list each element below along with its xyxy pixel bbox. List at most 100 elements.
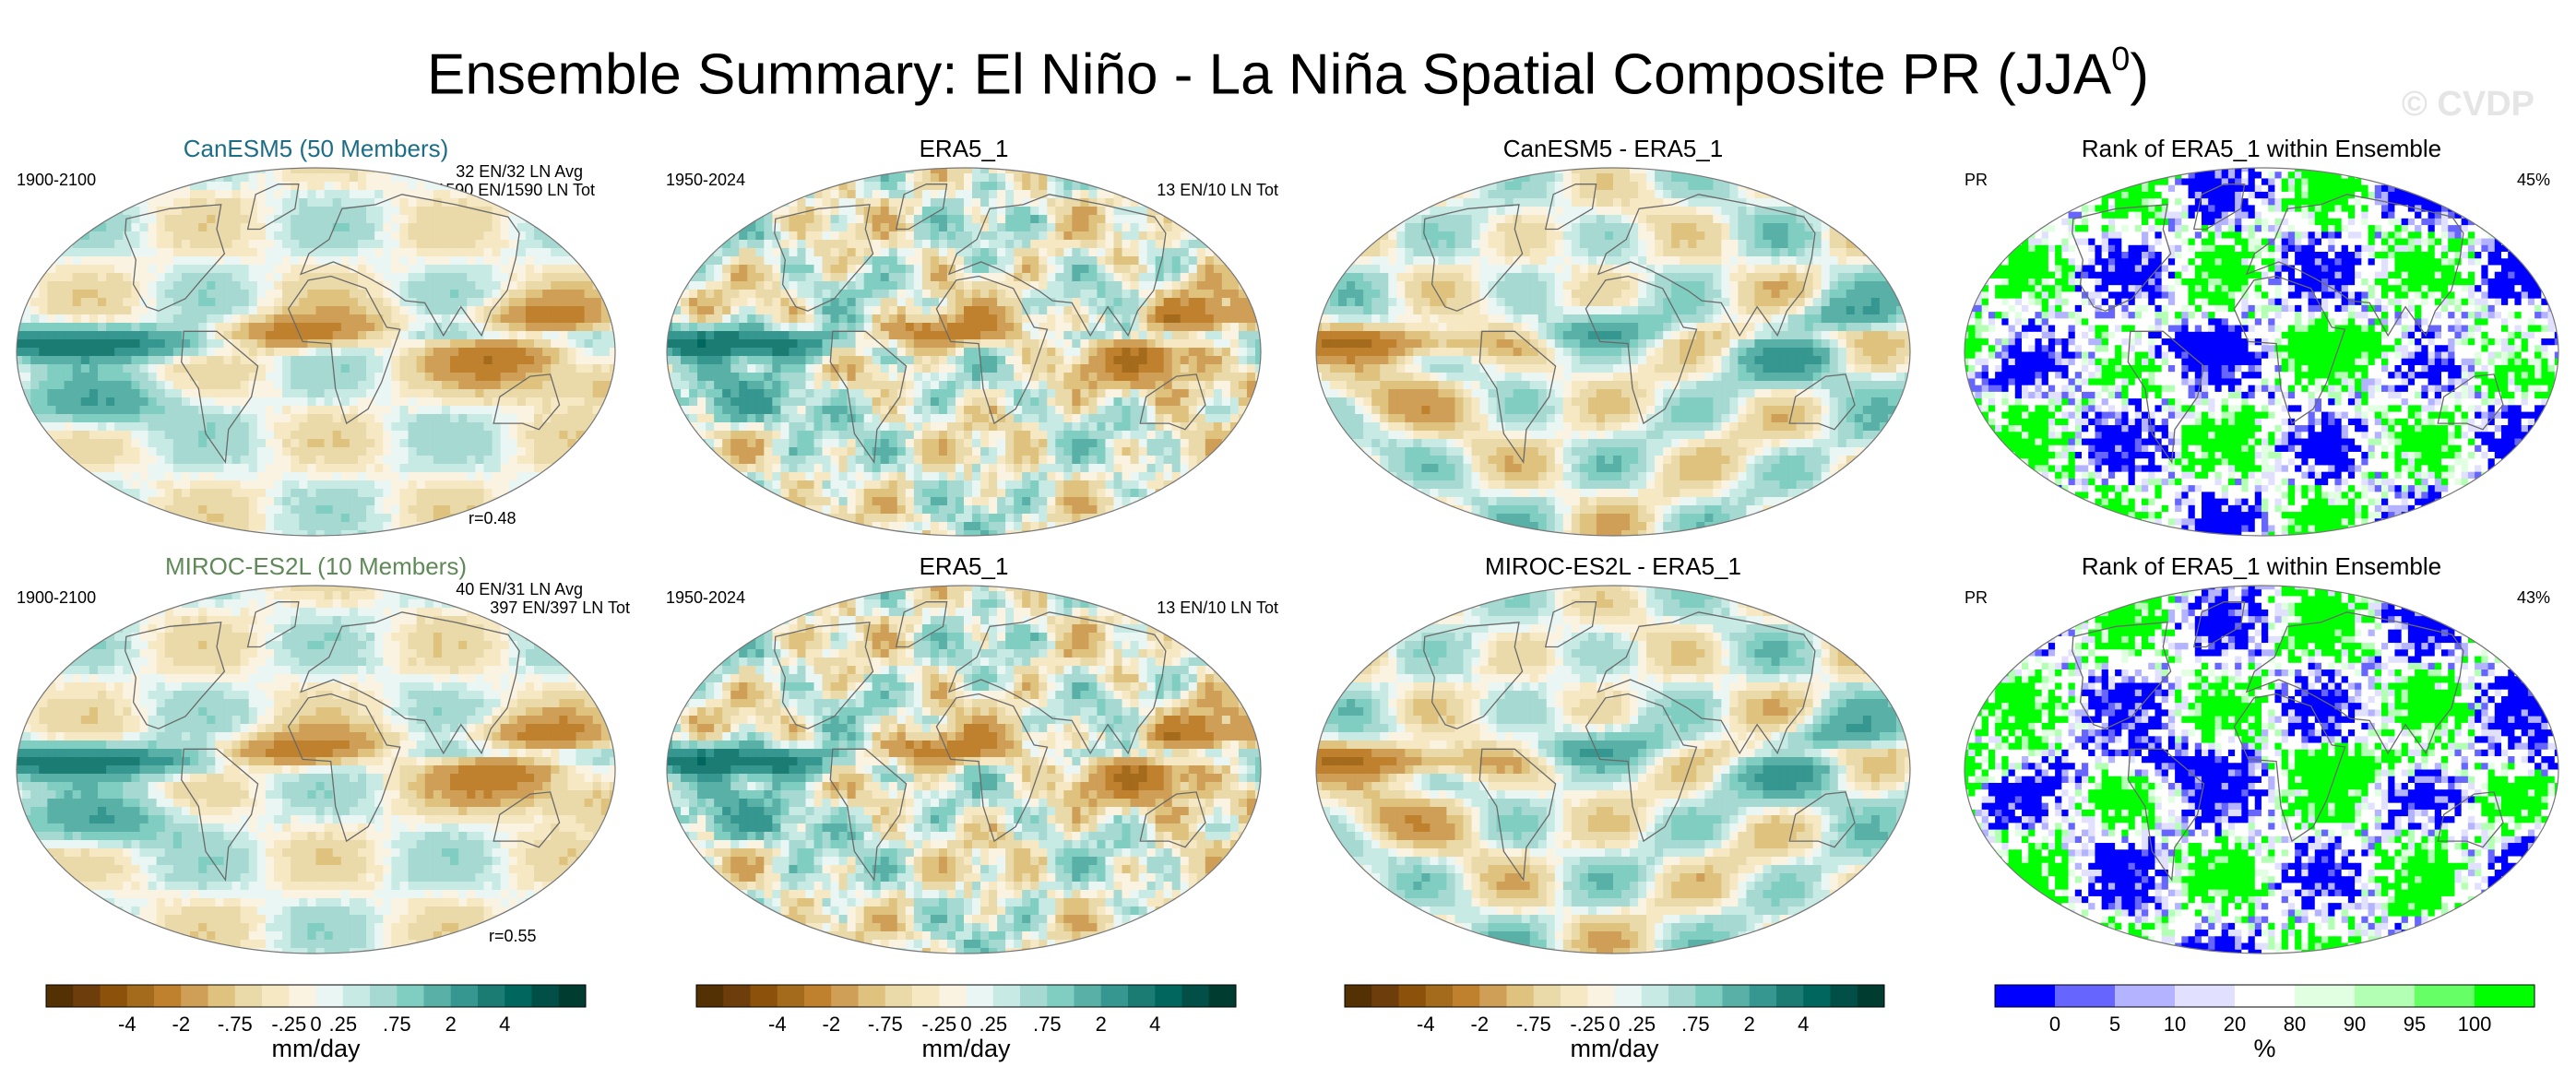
map-cell <box>441 168 451 174</box>
map-cell <box>240 472 250 481</box>
map-cell <box>576 439 586 448</box>
map-cell <box>1163 173 1173 183</box>
map-cell <box>299 489 309 498</box>
map-cell <box>542 290 552 299</box>
map-cell <box>374 497 384 506</box>
map-cell <box>672 356 682 365</box>
map-cell <box>847 215 857 224</box>
map-cell <box>1113 248 1123 257</box>
map-cell <box>567 381 577 390</box>
map-cell <box>181 298 191 307</box>
map-cell <box>1138 207 1148 216</box>
map-cell <box>374 389 384 398</box>
map-cell <box>1122 256 1132 266</box>
map-cell <box>30 256 40 266</box>
map-cell <box>450 190 459 199</box>
map-cell <box>739 182 748 191</box>
map-cell <box>888 223 898 232</box>
map-cell <box>307 447 317 456</box>
map-cell <box>772 215 781 224</box>
map-cell <box>433 331 443 340</box>
map-cell <box>1047 265 1056 274</box>
map-cell <box>813 281 824 290</box>
map-cell <box>30 290 40 299</box>
map-cell <box>534 207 543 216</box>
map-cell <box>441 439 451 448</box>
map-cell <box>172 168 183 174</box>
map-cell <box>475 530 485 536</box>
map-cell <box>458 240 468 249</box>
map-cell <box>1155 215 1165 224</box>
map-cell <box>492 223 502 232</box>
map-cell <box>559 182 569 191</box>
map-cell <box>1097 256 1107 266</box>
map-cell <box>299 215 309 224</box>
map-cell <box>764 256 773 266</box>
map-cell <box>1097 323 1107 332</box>
map-cell <box>47 389 57 398</box>
map-cell <box>324 265 334 274</box>
map-cell <box>797 273 807 282</box>
map-cell <box>416 331 426 340</box>
map-cell <box>17 198 23 207</box>
map-cell <box>408 240 418 249</box>
map-cell <box>55 306 65 315</box>
map-cell <box>1205 265 1215 274</box>
map-cell <box>408 223 418 232</box>
map-cell <box>156 389 166 398</box>
map-cell <box>1188 356 1198 365</box>
map-cell <box>64 306 74 315</box>
map-cell <box>231 331 242 340</box>
map-cell <box>600 198 611 207</box>
map-cell <box>714 348 723 357</box>
map-cell <box>248 497 258 506</box>
map-cell <box>1229 248 1240 257</box>
map-cell <box>989 231 998 241</box>
map-cell <box>64 505 74 515</box>
map-cell <box>1063 198 1073 207</box>
map-cell <box>567 422 577 432</box>
map-cell <box>989 190 998 199</box>
map-cell <box>97 265 107 274</box>
map-cell <box>433 356 443 365</box>
map-cell <box>483 265 493 274</box>
map-cell <box>1097 240 1107 249</box>
map-cell <box>55 456 65 465</box>
map-cell <box>739 207 748 216</box>
map-cell <box>424 281 434 290</box>
map-cell <box>508 314 518 324</box>
map-cell <box>391 348 401 357</box>
map-cell <box>475 439 485 448</box>
map-cell <box>424 182 434 191</box>
map-cell <box>789 248 799 257</box>
map-cell <box>1030 182 1039 191</box>
map-cell <box>730 173 740 183</box>
map-cell <box>1254 281 1261 290</box>
map-cell <box>274 381 283 390</box>
map-cell <box>139 397 149 407</box>
map-cell <box>315 265 326 274</box>
map-cell <box>357 422 367 432</box>
map-cell <box>1196 182 1206 191</box>
map-cell <box>181 389 191 398</box>
map-cell <box>366 397 375 407</box>
map-cell <box>349 273 359 282</box>
map-cell <box>39 173 48 183</box>
map-cell <box>576 298 586 307</box>
map-cell <box>433 514 443 523</box>
map-cell <box>265 331 275 340</box>
map-cell <box>274 339 283 349</box>
map-cell <box>256 323 267 332</box>
map-cell <box>240 373 250 382</box>
map-cell <box>307 522 317 531</box>
map-cell <box>467 431 476 440</box>
map-cell <box>265 168 275 174</box>
map-cell <box>600 281 611 290</box>
map-cell <box>198 306 208 315</box>
map-cell <box>315 256 326 266</box>
map-cell <box>830 207 840 216</box>
map-cell <box>475 339 485 349</box>
map-cell <box>198 373 208 382</box>
map-cell <box>516 339 527 349</box>
map-cell <box>764 265 773 274</box>
